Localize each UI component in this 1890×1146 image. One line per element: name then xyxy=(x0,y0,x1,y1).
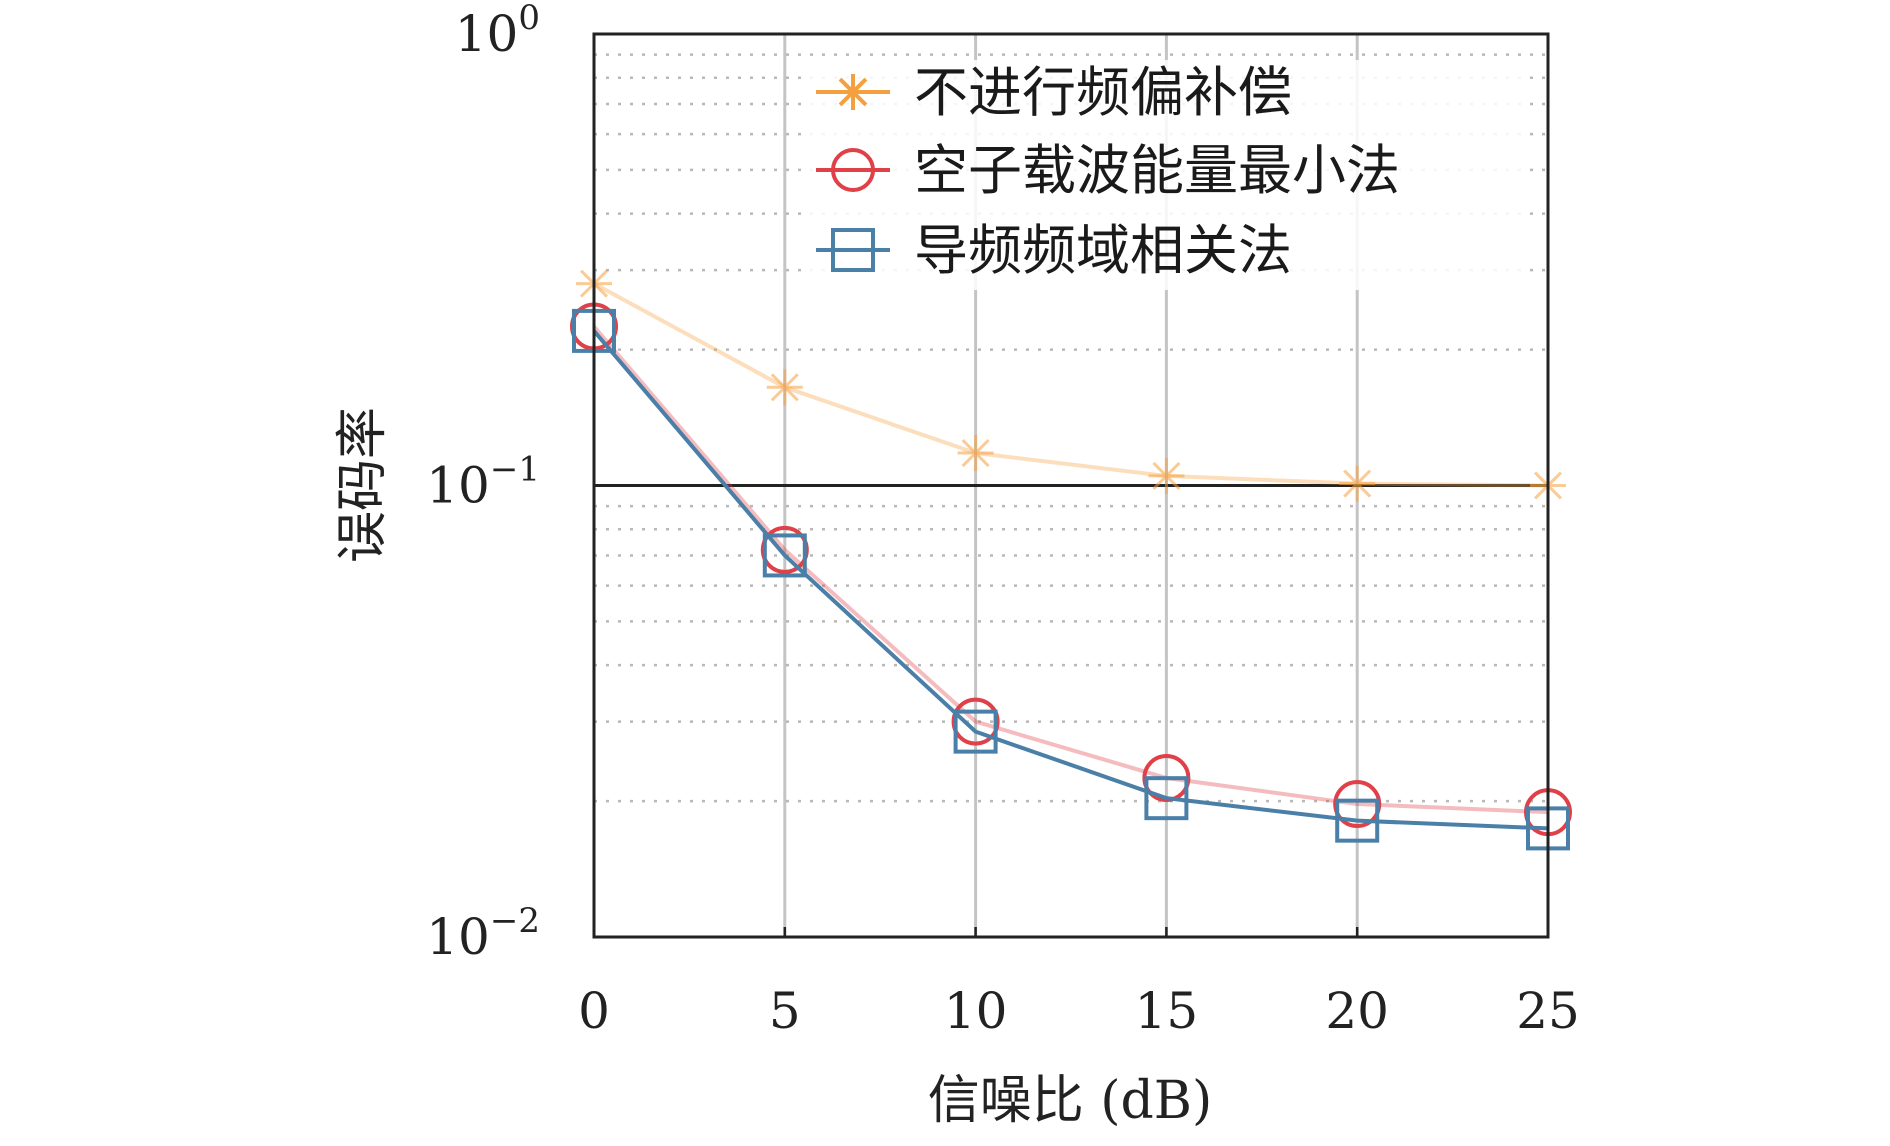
square-marker xyxy=(1144,776,1189,821)
square-marker xyxy=(831,228,875,272)
asterisk-marker xyxy=(1339,465,1376,502)
x-tick-label: 5 xyxy=(769,982,801,1040)
asterisk-marker xyxy=(957,435,994,472)
series-line xyxy=(592,329,1549,831)
y-axis-title: 误码率 xyxy=(333,407,393,563)
y-tick-label: 10−2 xyxy=(426,901,540,966)
series-line xyxy=(592,325,1549,815)
axis-ticks: 0 5 10 15 20 25 100 10−1 10−2 xyxy=(426,0,1580,1040)
x-tick-label: 20 xyxy=(1325,982,1389,1040)
legend-item: 不进行频偏补偿 xyxy=(816,61,1292,124)
legend-item: 空子载波能量最小法 xyxy=(816,139,1400,202)
x-tick-label: 15 xyxy=(1135,982,1199,1040)
x-tick-label: 10 xyxy=(944,982,1008,1040)
y-tick-label: 10−1 xyxy=(426,450,540,515)
square-marker xyxy=(1335,798,1380,843)
asterisk-marker xyxy=(766,369,803,406)
asterisk-marker xyxy=(1148,457,1185,494)
legend-item: 导频频域相关法 xyxy=(816,219,1292,282)
legend-label: 导频频域相关法 xyxy=(914,219,1292,282)
x-tick-label: 0 xyxy=(578,982,610,1040)
square-marker xyxy=(953,709,998,754)
circle-marker xyxy=(831,148,875,192)
square-marker xyxy=(762,533,807,578)
legend-label: 空子载波能量最小法 xyxy=(914,139,1400,202)
series-line xyxy=(593,281,1549,488)
y-tick-label: 100 xyxy=(455,0,540,63)
x-axis-title: 信噪比 (dB) xyxy=(928,1071,1213,1131)
x-tick-label: 25 xyxy=(1516,982,1580,1040)
legend-label: 不进行频偏补偿 xyxy=(914,61,1292,124)
legend-box xyxy=(808,60,1528,290)
asterisk-marker xyxy=(835,74,871,110)
